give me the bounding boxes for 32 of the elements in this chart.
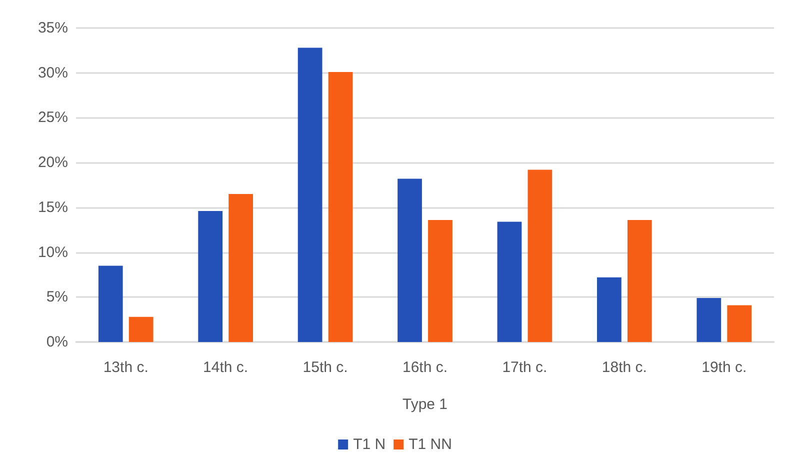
y-tick-label: 30%	[38, 64, 68, 82]
x-tick-label: 13th c.	[103, 359, 148, 376]
y-tick-label: 35%	[38, 20, 68, 36]
bar	[398, 178, 422, 342]
x-tick-label: 17th c.	[502, 359, 548, 376]
bar	[428, 220, 452, 342]
bar	[597, 277, 622, 342]
x-tick-label: 15th c.	[302, 359, 348, 376]
y-tick-label: 5%	[46, 288, 68, 306]
bar	[198, 211, 223, 342]
legend-label: T1 N	[353, 436, 386, 453]
bar	[228, 194, 253, 342]
x-tick-label: 16th c.	[402, 359, 448, 376]
bar	[298, 48, 322, 342]
bar	[328, 72, 353, 342]
bar	[497, 222, 522, 342]
bar	[98, 266, 123, 342]
y-tick-label: 20%	[38, 154, 68, 172]
bar	[696, 298, 722, 342]
x-axis-title: Type 1	[402, 396, 448, 413]
bar	[528, 170, 552, 342]
y-tick-label: 0%	[46, 334, 68, 350]
bar	[627, 220, 652, 342]
y-tick-label: 10%	[38, 244, 68, 261]
bar	[727, 305, 752, 342]
y-tick-label: 25%	[38, 109, 68, 126]
bar	[128, 316, 154, 342]
legend-label: T1 NN	[408, 436, 452, 453]
x-tick-label: 18th c.	[602, 359, 647, 376]
y-tick-label: 15%	[38, 198, 68, 216]
x-tick-label: 19th c.	[702, 359, 747, 376]
x-tick-label: 14th c.	[203, 359, 248, 376]
